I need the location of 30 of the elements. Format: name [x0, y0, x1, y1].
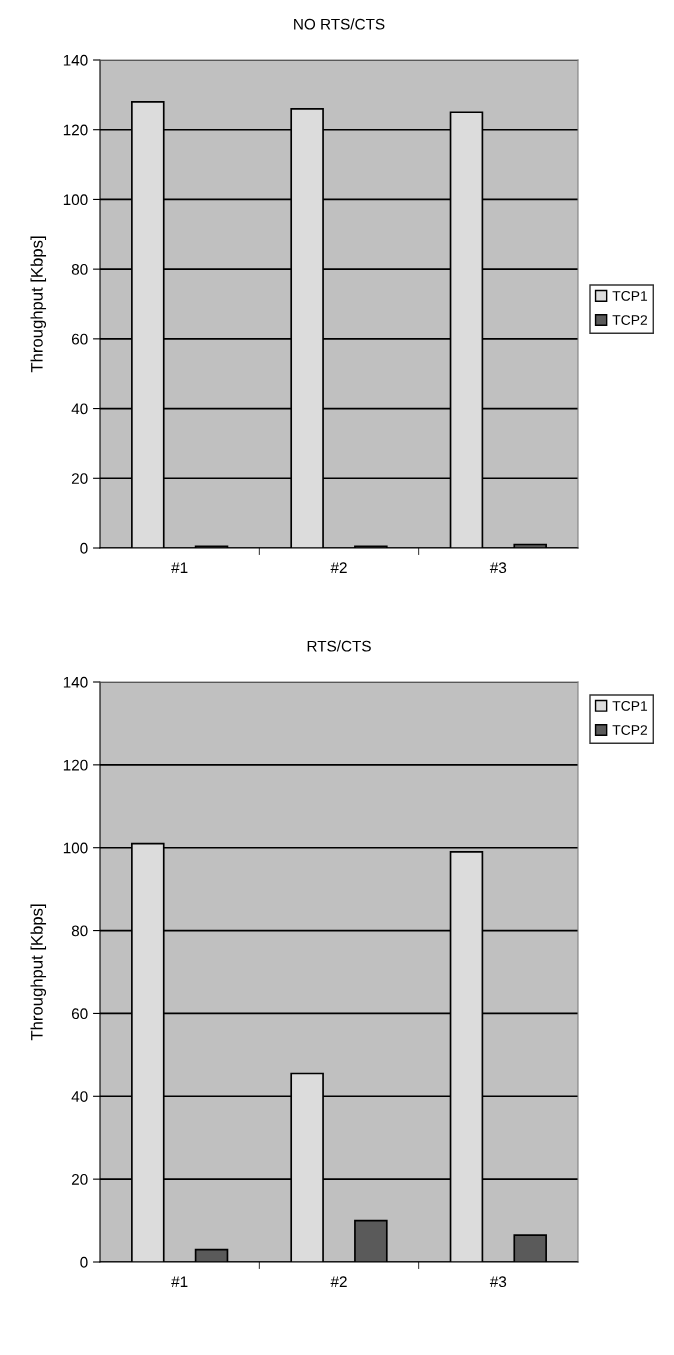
y-tick-label: 0 — [80, 542, 88, 554]
y-tick-label: 140 — [63, 676, 88, 688]
y-tick-label: 120 — [63, 124, 88, 136]
x-tick-label: #3 — [489, 562, 507, 574]
x-tick-label: #2 — [330, 1276, 347, 1287]
y-axis-title: Throughput [Kbps] — [30, 236, 47, 373]
x-tick-label: #1 — [171, 1276, 188, 1287]
y-tick-label: 80 — [71, 925, 88, 937]
y-tick-label: 20 — [71, 1174, 88, 1185]
x-tick-label: #2 — [330, 562, 347, 573]
x-tick-label: #1 — [171, 562, 188, 573]
x-tick-label: #3 — [489, 1276, 507, 1288]
y-tick-label: 120 — [63, 759, 88, 771]
legend-label: TCP1 — [612, 701, 648, 711]
chart-title: RTS/CTS — [307, 640, 371, 652]
chart-title: NO RTS/CTS — [294, 18, 385, 30]
y-tick-label: 40 — [71, 1091, 88, 1102]
y-tick-label: 60 — [71, 1008, 88, 1020]
y-tick-label: 40 — [71, 403, 88, 415]
legend-label: TCP1 — [612, 291, 648, 301]
y-tick-label: 100 — [63, 194, 88, 206]
y-axis-title: Throughput [Kbps] — [30, 904, 47, 1041]
y-tick-label: 100 — [63, 842, 88, 854]
y-tick-label: 20 — [71, 473, 88, 484]
y-tick-label: 80 — [71, 264, 88, 275]
y-tick-label: 0 — [80, 1256, 88, 1268]
legend-label: TCP2 — [612, 315, 648, 325]
legend-label: TCP2 — [612, 725, 648, 735]
y-tick-label: 140 — [63, 54, 88, 66]
y-tick-label: 60 — [71, 333, 88, 345]
